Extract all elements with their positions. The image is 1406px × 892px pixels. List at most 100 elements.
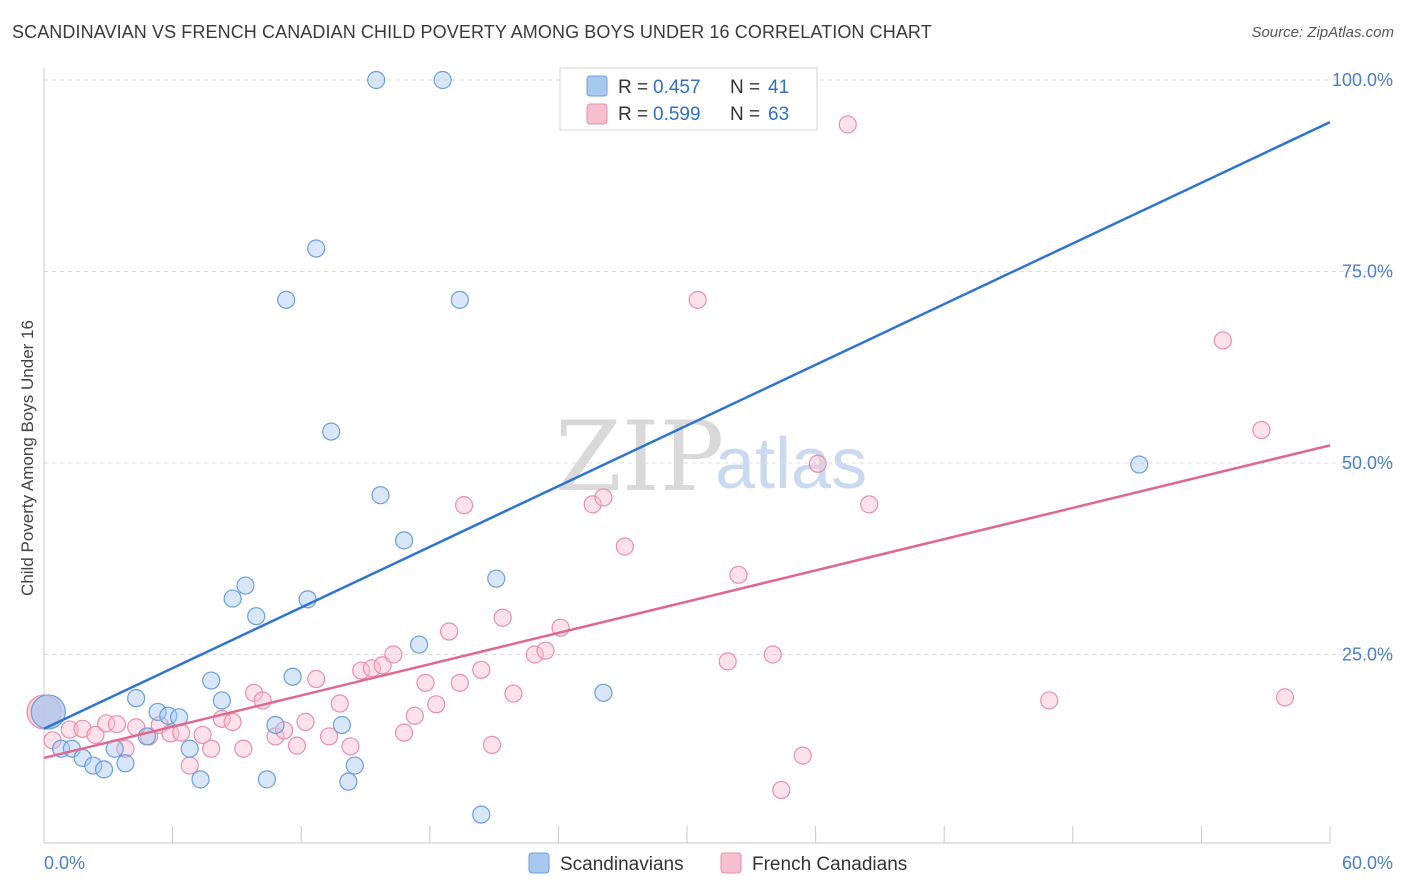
french-canadians-point bbox=[838, 115, 857, 134]
french-canadians-point bbox=[583, 495, 602, 514]
scandinavians-point bbox=[236, 576, 255, 595]
french-canadians-point bbox=[116, 739, 135, 758]
french-canadians-point bbox=[307, 669, 326, 689]
french-canadians-point bbox=[454, 496, 474, 515]
french-canadians-point bbox=[450, 673, 469, 692]
french-canadians-point bbox=[202, 739, 221, 758]
scandinavians-point bbox=[257, 770, 277, 789]
legend-n-value-scandinavians: 41 bbox=[768, 77, 789, 98]
scandinavians-point bbox=[307, 239, 326, 258]
legend-r-value-scandinavians: 0.457 bbox=[653, 77, 701, 98]
french-canadians-point bbox=[808, 454, 827, 473]
scandinavians-point bbox=[433, 70, 452, 90]
source-label: Source: ZipAtlas.com bbox=[1251, 24, 1394, 41]
french-canadians-point bbox=[330, 694, 349, 713]
french-canadians-point bbox=[234, 739, 253, 758]
french-canadians-point bbox=[107, 715, 126, 734]
scandinavians-point bbox=[487, 569, 506, 588]
french-canadians-point bbox=[536, 641, 555, 660]
french-canadians-point bbox=[1275, 688, 1295, 707]
scandinavians-point bbox=[127, 689, 146, 708]
bottom-legend-swatch-scandinavians bbox=[528, 852, 550, 874]
legend-swatch-french-canadians bbox=[586, 103, 608, 125]
french-canadians-point bbox=[793, 746, 812, 765]
french-canadians-point bbox=[525, 645, 544, 664]
bottom-legend-swatch-french-canadians bbox=[720, 852, 742, 874]
scandinavians-point bbox=[116, 754, 135, 773]
french-canadians-point bbox=[615, 537, 634, 556]
legend-n-label-french-canadians: N = bbox=[730, 104, 760, 125]
legend-n-label-scandinavians: N = bbox=[730, 77, 760, 98]
y-axis-label: Child Poverty Among Boys Under 16 bbox=[18, 320, 37, 596]
legend-r-label-french-canadians: R = bbox=[618, 104, 648, 125]
french-canadians-point bbox=[341, 737, 360, 756]
x-tick-label-min: 0.0% bbox=[44, 853, 85, 873]
french-canadians-point bbox=[504, 684, 523, 703]
watermark-atlas: atlas bbox=[715, 424, 867, 504]
french-canadians-point bbox=[718, 652, 737, 671]
french-canadians-point bbox=[1213, 331, 1232, 350]
french-canadians-point bbox=[373, 656, 392, 675]
french-canadians-point bbox=[472, 660, 491, 679]
x-tick-marks bbox=[43, 826, 1331, 843]
french-canadians-point bbox=[405, 706, 424, 725]
french-canadians-point bbox=[439, 622, 459, 641]
french-canadians-trend-line bbox=[43, 444, 1331, 760]
french-canadians-point bbox=[482, 735, 502, 754]
correlation-legend: R = 0.457 N = 41 R = 0.599 N = 63 bbox=[559, 67, 818, 131]
gridlines bbox=[44, 79, 1392, 655]
bottom-legend-label-french-canadians: French Canadians bbox=[752, 854, 907, 875]
legend-r-value-french-canadians: 0.599 bbox=[653, 104, 701, 125]
y-tick-label-25: 25.0% bbox=[1342, 645, 1393, 665]
french-canadians-point bbox=[493, 608, 512, 627]
scandinavians-point bbox=[277, 290, 296, 309]
scandinavians-point bbox=[212, 691, 231, 710]
scandinavians-point bbox=[223, 589, 242, 608]
scandinavians-point bbox=[322, 422, 341, 441]
scandinavians-point bbox=[1130, 455, 1149, 474]
scandinavians-point bbox=[30, 694, 66, 730]
french-canadians-point bbox=[729, 565, 748, 584]
scandinavians-point bbox=[247, 607, 266, 626]
scandinavians-point bbox=[84, 756, 103, 775]
x-tick-label-max: 60.0% bbox=[1342, 853, 1393, 873]
french-canadians-point bbox=[193, 725, 212, 745]
y-tick-labels: 25.0% 50.0% 75.0% 100.0% bbox=[1332, 70, 1393, 665]
scandinavians-point bbox=[594, 683, 613, 702]
scandinavians-point bbox=[450, 290, 469, 309]
french-canadians-point bbox=[60, 720, 79, 739]
bottom-legend-label-scandinavians: Scandinavians bbox=[560, 854, 684, 875]
french-canadians-point bbox=[860, 495, 879, 514]
french-canadians-point bbox=[362, 659, 382, 678]
french-canadians-point bbox=[319, 727, 339, 746]
french-canadians-point bbox=[384, 645, 403, 664]
french-canadians-point bbox=[427, 695, 446, 714]
french-canadians-point bbox=[594, 488, 613, 507]
y-tick-label-100: 100.0% bbox=[1332, 70, 1393, 90]
scandinavians-point bbox=[345, 756, 364, 775]
scandinavians-point bbox=[394, 531, 414, 550]
french-canadians-point bbox=[352, 661, 371, 680]
french-canadians-point bbox=[394, 723, 414, 742]
series-legend: Scandinavians French Canadians bbox=[528, 852, 907, 875]
french-canadians-point bbox=[1040, 691, 1059, 710]
watermark-zip: ZIP bbox=[555, 401, 724, 513]
chart-title: SCANDINAVIAN VS FRENCH CANADIAN CHILD PO… bbox=[12, 22, 932, 42]
legend-n-value-french-canadians: 63 bbox=[768, 104, 789, 125]
scandinavians-point bbox=[339, 772, 358, 791]
french-canadians-points bbox=[26, 115, 1295, 800]
scandinavians-trend-line bbox=[43, 120, 1331, 730]
y-tick-label-75: 75.0% bbox=[1342, 262, 1393, 282]
scandinavians-point bbox=[283, 667, 302, 686]
scandinavians-point bbox=[332, 715, 352, 735]
legend-swatch-scandinavians bbox=[586, 75, 608, 97]
scandinavians-points bbox=[30, 70, 1149, 824]
scandinavians-point bbox=[371, 486, 390, 505]
scandinavians-point bbox=[409, 635, 429, 654]
scandinavians-point bbox=[266, 715, 285, 735]
scandinavians-point bbox=[148, 702, 167, 722]
scandinavians-point bbox=[94, 760, 114, 779]
french-canadians-point bbox=[180, 756, 199, 775]
french-canadians-point bbox=[287, 736, 307, 755]
french-canadians-point bbox=[86, 725, 105, 745]
